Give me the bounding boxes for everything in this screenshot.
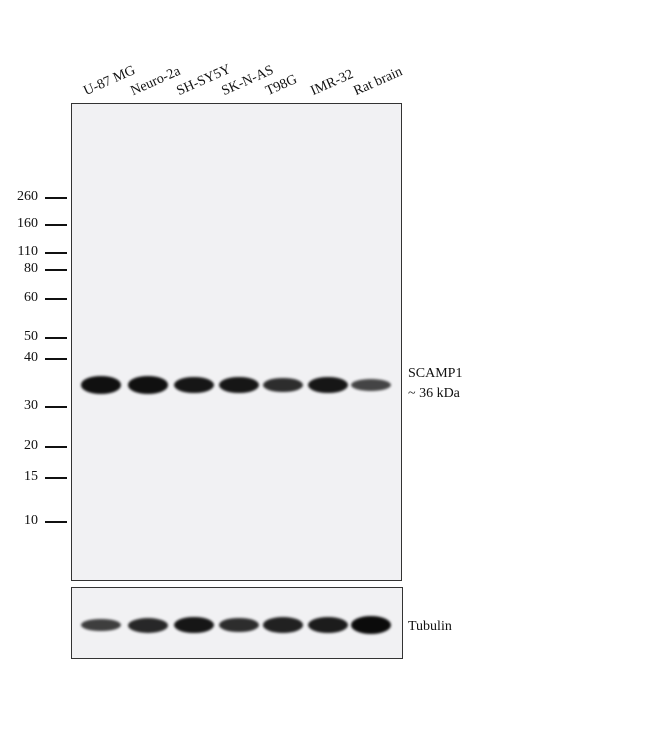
lane-label: U-87 MG [81, 63, 138, 100]
scamp1-band [174, 376, 214, 394]
marker-tick [45, 197, 67, 199]
marker-label: 40 [24, 350, 38, 365]
tubulin-band [308, 616, 348, 634]
scamp1-band [308, 376, 348, 394]
scamp1-band [81, 376, 121, 394]
marker-label: 15 [24, 469, 38, 484]
lane-label: Rat brain [351, 64, 405, 100]
marker-label: 110 [17, 244, 38, 259]
tubulin-band [219, 617, 259, 633]
tubulin-band [263, 617, 303, 633]
scamp1-band [263, 377, 303, 393]
marker-label: 260 [17, 189, 38, 204]
scamp1-band [128, 376, 168, 394]
marker-tick [45, 298, 67, 300]
target-size-label: ~ 36 kDa [408, 386, 460, 401]
lane-label: Neuro-2a [128, 63, 183, 100]
marker-tick [45, 406, 67, 408]
tubulin-blot-panel [71, 587, 403, 659]
marker-tick [45, 269, 67, 271]
marker-tick [45, 337, 67, 339]
marker-tick [45, 252, 67, 254]
marker-tick [45, 477, 67, 479]
loading-control-label: Tubulin [408, 619, 452, 634]
marker-tick [45, 358, 67, 360]
marker-label: 160 [17, 216, 38, 231]
marker-label: 80 [24, 261, 38, 276]
tubulin-band [174, 616, 214, 634]
tubulin-band [351, 616, 391, 634]
scamp1-band [219, 376, 259, 394]
lane-label: IMR-32 [308, 67, 356, 100]
scamp1-band [351, 379, 391, 391]
target-name-label: SCAMP1 [408, 366, 463, 381]
marker-label: 50 [24, 329, 38, 344]
marker-label: 10 [24, 513, 38, 528]
tubulin-band [128, 617, 168, 633]
main-blot-panel [71, 103, 402, 581]
marker-label: 30 [24, 398, 38, 413]
marker-tick [45, 224, 67, 226]
marker-label: 60 [24, 290, 38, 305]
tubulin-band [81, 618, 121, 632]
marker-tick [45, 521, 67, 523]
marker-label: 20 [24, 438, 38, 453]
marker-tick [45, 446, 67, 448]
